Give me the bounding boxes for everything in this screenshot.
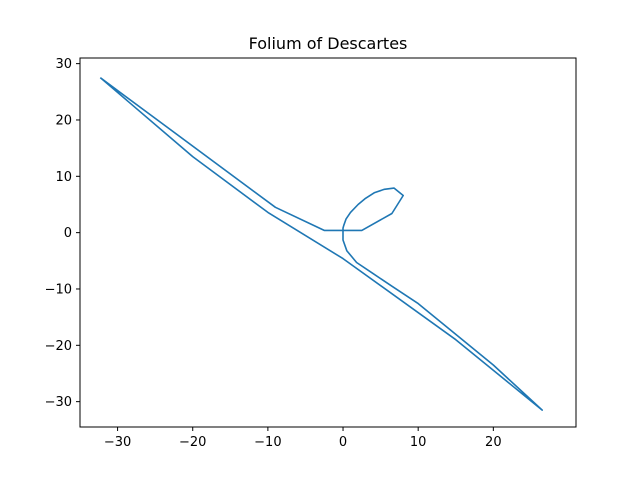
- y-tick-label: −10: [45, 282, 72, 297]
- x-tick-label: 0: [339, 435, 347, 450]
- y-tick-label: 0: [64, 226, 72, 241]
- x-tick-label: −30: [104, 435, 131, 450]
- y-tick-label: −30: [45, 395, 72, 410]
- x-tick-label: −20: [179, 435, 206, 450]
- x-axis-ticks: −30 −20 −10 0 10 20: [104, 427, 502, 450]
- x-tick-label: −10: [254, 435, 281, 450]
- chart-title: Folium of Descartes: [249, 34, 408, 53]
- x-tick-label: 20: [485, 435, 502, 450]
- y-tick-label: 20: [55, 113, 72, 128]
- x-tick-label: 10: [410, 435, 427, 450]
- plot-frame: [79, 57, 577, 428]
- series-line: [99, 77, 544, 411]
- y-tick-label: −20: [45, 339, 72, 354]
- y-axis-ticks: −30 −20 −10 0 10 20 30: [45, 57, 80, 410]
- y-tick-label: 30: [55, 57, 72, 72]
- y-tick-label: 10: [55, 170, 72, 185]
- series-layer: [99, 77, 544, 411]
